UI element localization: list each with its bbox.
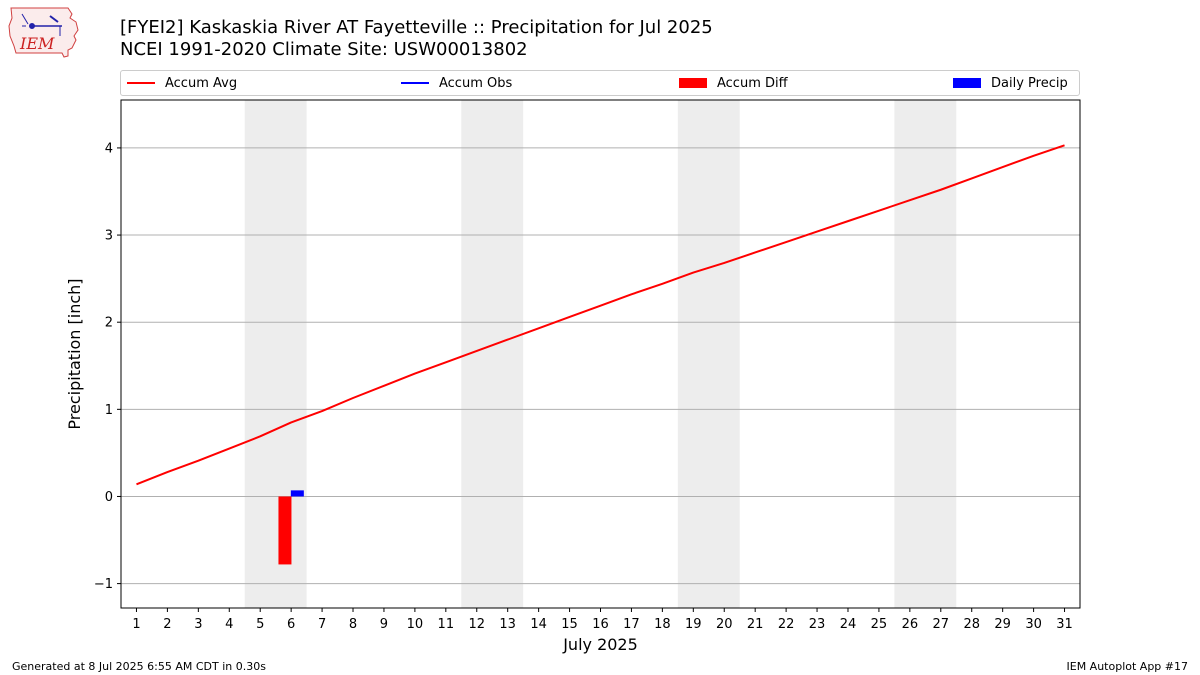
legend-label-daily-precip: Daily Precip [991, 75, 1068, 91]
x-axis-label: July 2025 [562, 635, 638, 654]
x-tick-label: 16 [592, 617, 609, 632]
bar-accum-diff [278, 496, 292, 565]
legend-label-accum-avg: Accum Avg [165, 75, 238, 91]
x-tick-label: 20 [716, 617, 733, 632]
x-tick-label: 18 [654, 617, 671, 632]
x-tick-label: 1 [132, 617, 140, 632]
legend-swatch-daily-precip [953, 78, 981, 88]
legend-item-daily-precip: Daily Precip [953, 74, 1068, 92]
x-tick-label: 28 [963, 617, 980, 632]
y-axis-label: Precipitation [inch] [65, 278, 84, 429]
x-tick-label: 2 [163, 617, 171, 632]
weekend-shade-1 [461, 100, 524, 608]
y-tick-label: 3 [105, 229, 113, 244]
x-tick-label: 3 [194, 617, 202, 632]
legend-item-accum-obs: Accum Obs [401, 74, 512, 92]
x-tick-label: 24 [840, 617, 857, 632]
x-tick-label: 26 [902, 617, 919, 632]
x-tick-label: 14 [530, 617, 547, 632]
footer-generated: Generated at 8 Jul 2025 6:55 AM CDT in 0… [12, 660, 266, 673]
y-tick-label: 2 [105, 316, 113, 331]
weekend-shade-2 [677, 100, 740, 608]
y-tick-label: 0 [105, 490, 113, 505]
x-tick-label: 19 [685, 617, 702, 632]
y-tick-label: 1 [105, 403, 113, 418]
legend-swatch-accum-avg [127, 82, 155, 84]
legend: Accum Avg Accum Obs Accum Diff Daily Pre… [120, 70, 1080, 96]
x-tick-label: 23 [809, 617, 826, 632]
weather-station-icon [21, 13, 62, 36]
x-tick-label: 4 [225, 617, 233, 632]
legend-item-accum-diff: Accum Diff [679, 74, 788, 92]
y-tick-label: −1 [94, 577, 113, 592]
line-accum-avg [136, 144, 1065, 486]
chart-title: [FYEI2] Kaskaskia River AT Fayetteville … [120, 17, 713, 38]
legend-item-accum-avg: Accum Avg [127, 74, 237, 92]
x-tick-label: 17 [623, 617, 640, 632]
x-tick-label: 27 [933, 617, 950, 632]
bar-daily-precip [290, 490, 304, 497]
x-tick-label: 22 [778, 617, 795, 632]
plot-frame [120, 99, 1081, 609]
x-tick-label: 10 [407, 617, 424, 632]
legend-label-accum-diff: Accum Diff [717, 75, 788, 91]
x-tick-label: 7 [318, 617, 326, 632]
weekend-shade-0 [244, 100, 307, 608]
x-tick-label: 11 [438, 617, 455, 632]
chart-subtitle: NCEI 1991-2020 Climate Site: USW00013802 [120, 39, 528, 60]
x-tick-label: 13 [499, 617, 516, 632]
x-tick-label: 5 [256, 617, 264, 632]
x-tick-label: 30 [1025, 617, 1042, 632]
x-tick-label: 12 [468, 617, 485, 632]
x-tick-label: 8 [349, 617, 357, 632]
x-tick-label: 15 [561, 617, 578, 632]
x-tick-label: 29 [994, 617, 1011, 632]
logo-text: IEM [19, 34, 55, 53]
iem-logo: IEM [8, 7, 79, 58]
x-tick-label: 31 [1056, 617, 1073, 632]
x-tick-label: 25 [871, 617, 888, 632]
y-tick-label: 4 [105, 141, 113, 156]
legend-swatch-accum-diff [679, 78, 707, 88]
footer-app: IEM Autoplot App #17 [1066, 660, 1189, 673]
x-tick-label: 9 [380, 617, 388, 632]
legend-label-accum-obs: Accum Obs [439, 75, 513, 91]
x-tick-label: 6 [287, 617, 295, 632]
x-tick-label: 21 [747, 617, 764, 632]
weekend-shade-3 [894, 100, 957, 608]
legend-swatch-accum-obs [401, 82, 429, 84]
